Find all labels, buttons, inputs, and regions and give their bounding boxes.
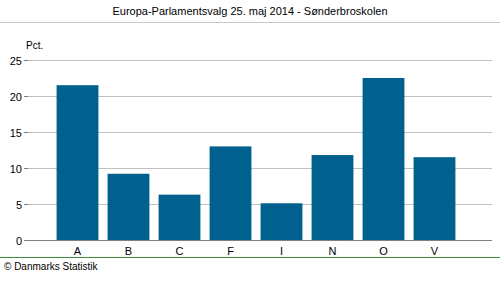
x-tick-label: O (379, 245, 388, 257)
title: Europa-Parlamentsvalg 25. maj 2014 - Søn… (112, 5, 387, 17)
bar (210, 146, 252, 240)
y-tick-label: 15 (10, 127, 22, 139)
x-tick-label: N (329, 245, 337, 257)
chart-svg: Europa-Parlamentsvalg 25. maj 2014 - Søn… (0, 0, 500, 282)
footer-rule (0, 257, 500, 258)
y-tick (24, 204, 28, 205)
y-tick (24, 240, 28, 241)
x-tick-label: I (280, 245, 283, 257)
y-tick-label: 20 (10, 91, 22, 103)
bar (312, 155, 354, 240)
y-tick-label: 5 (16, 199, 22, 211)
y-tick (24, 168, 28, 169)
x-tick-label: B (125, 245, 132, 257)
bar (363, 78, 405, 240)
y-tick-label: 10 (10, 163, 22, 175)
grid-line (28, 60, 492, 61)
y-tick-label: 25 (10, 55, 22, 67)
bar (261, 203, 303, 240)
grid-line (28, 240, 492, 241)
chart-container: Europa-Parlamentsvalg 25. maj 2014 - Søn… (0, 0, 500, 282)
bar (414, 157, 456, 240)
y-tick (24, 96, 28, 97)
bars (57, 78, 456, 240)
bar (108, 174, 150, 240)
y-tick (24, 60, 28, 61)
x-axis-line (28, 240, 492, 241)
bar (57, 85, 99, 240)
x-tick-label: C (176, 245, 184, 257)
source: © Danmarks Statistik (4, 261, 99, 272)
bar (159, 195, 201, 240)
x-tick-label: V (431, 245, 439, 257)
x-tick-label: A (74, 245, 82, 257)
x-tick-label: F (227, 245, 234, 257)
title-rule (0, 22, 500, 23)
y-axis-label: Pct. (26, 40, 43, 51)
y-tick-label: 0 (16, 235, 22, 247)
y-tick (24, 132, 28, 133)
